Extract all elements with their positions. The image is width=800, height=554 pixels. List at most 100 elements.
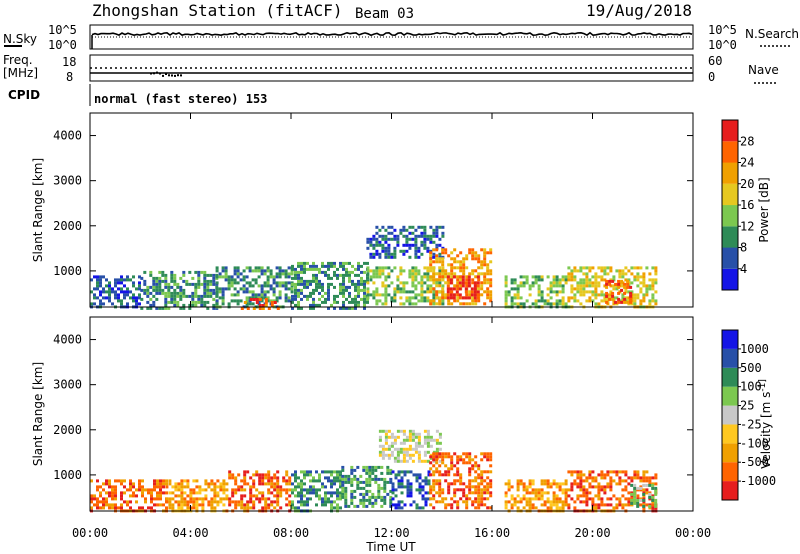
echo-cell	[426, 266, 430, 270]
echo-cell	[654, 492, 658, 496]
echo-cell	[179, 288, 183, 292]
echo-cell	[441, 287, 445, 291]
echo-cell	[234, 503, 238, 507]
echo-cell	[516, 293, 520, 297]
echo-cell	[120, 506, 123, 510]
echo-cell	[567, 299, 571, 303]
echo-cell	[474, 488, 478, 492]
echo-cell	[426, 441, 430, 445]
echo-cell	[155, 288, 159, 292]
echo-cell	[93, 287, 96, 291]
nave-dip-marker	[156, 71, 158, 74]
echo-cell	[588, 470, 592, 474]
echo-cell	[654, 504, 658, 508]
echo-cell	[426, 429, 430, 433]
echo-cell	[339, 473, 342, 477]
echo-cell	[347, 477, 351, 481]
echo-cell	[414, 447, 418, 451]
echo-cell	[456, 473, 460, 477]
echo-cell	[411, 453, 415, 457]
echo-cell	[239, 287, 243, 291]
echo-cell	[281, 284, 285, 288]
echo-cell	[429, 444, 433, 448]
echo-cell	[377, 465, 381, 469]
echo-cell	[597, 473, 601, 477]
echo-cell	[222, 479, 226, 483]
echo-cell	[645, 470, 649, 474]
echo-cell	[375, 272, 379, 276]
echo-cell	[99, 281, 102, 285]
echo-cell	[263, 296, 267, 300]
echo-cell	[468, 455, 472, 459]
echo-cell	[633, 275, 637, 279]
echo-cell	[369, 243, 373, 247]
echo-cell	[531, 479, 535, 483]
echo-cell	[504, 482, 508, 486]
echo-cell	[474, 302, 478, 306]
echo-cell	[114, 290, 117, 294]
echo-cell	[408, 290, 412, 294]
colorbar-swatch	[722, 330, 738, 349]
echo-cell	[516, 287, 520, 291]
echo-cell	[117, 287, 120, 291]
echo-cell	[393, 290, 397, 294]
echo-cell	[333, 482, 336, 486]
echo-cell	[381, 266, 385, 270]
echo-cell	[168, 497, 172, 501]
echo-cell	[405, 234, 409, 238]
echo-cell	[489, 284, 493, 288]
echo-cell	[447, 272, 451, 276]
y-tick-label: 2000	[53, 423, 82, 437]
echo-cell	[102, 290, 105, 294]
echo-cell	[315, 264, 318, 268]
echo-cell	[333, 479, 336, 483]
echo-cell	[321, 300, 324, 304]
echo-cell	[167, 294, 171, 298]
echo-cell	[279, 485, 283, 489]
echo-cell	[588, 281, 592, 285]
echo-cell	[537, 299, 541, 303]
echo-cell	[389, 498, 393, 502]
echo-cell	[284, 275, 288, 279]
echo-cell	[356, 483, 360, 487]
echo-cell	[102, 482, 105, 486]
echo-cell	[399, 290, 403, 294]
echo-cell	[597, 503, 601, 507]
echo-cell	[212, 297, 216, 301]
velocity-heatmap-cells	[90, 429, 658, 513]
echo-cell	[243, 503, 247, 507]
echo-cell	[558, 302, 562, 306]
echo-cell	[540, 299, 544, 303]
echo-cell	[300, 276, 303, 280]
echo-cell	[483, 479, 487, 483]
echo-cell	[186, 479, 190, 483]
echo-cell	[621, 479, 625, 483]
echo-cell	[417, 299, 421, 303]
echo-cell	[579, 266, 583, 270]
echo-cell	[621, 488, 625, 492]
echo-cell	[365, 471, 369, 475]
echo-cell	[270, 476, 274, 480]
echo-cell	[228, 497, 232, 501]
echo-cell	[435, 248, 439, 252]
echo-cell	[272, 287, 276, 291]
echo-cell	[618, 275, 622, 279]
echo-cell	[227, 275, 231, 279]
echo-cell	[354, 285, 357, 289]
echo-cell	[339, 479, 342, 483]
echo-cell	[294, 267, 297, 271]
echo-cell	[227, 302, 231, 306]
echo-cell	[303, 503, 306, 507]
echo-cell	[591, 497, 595, 501]
echo-cell	[567, 503, 571, 507]
echo-cell	[294, 297, 297, 301]
echo-cell	[344, 489, 348, 493]
echo-cell	[120, 299, 123, 303]
echo-cell	[387, 249, 391, 253]
echo-cell	[465, 275, 469, 279]
echo-cell	[605, 282, 609, 286]
echo-cell	[285, 482, 289, 486]
echo-cell	[303, 488, 306, 492]
echo-cell	[330, 473, 333, 477]
echo-cell	[564, 500, 568, 504]
